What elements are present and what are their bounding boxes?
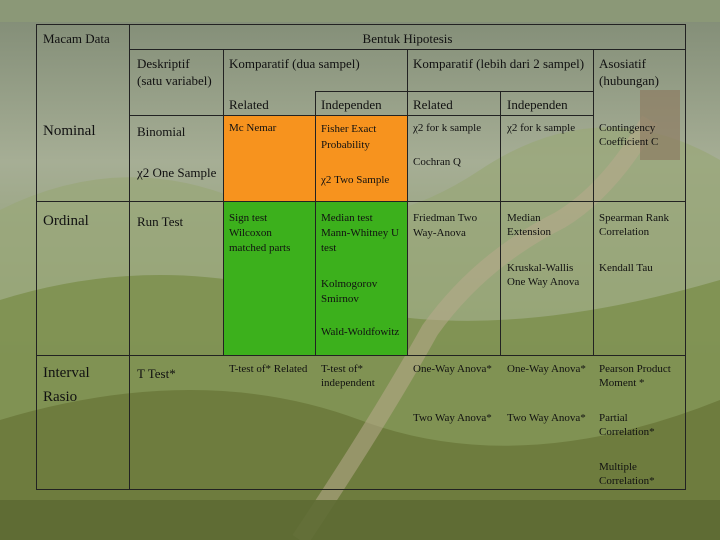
grid-line: [500, 91, 501, 355]
interval-t-related: T-test of* Related: [229, 363, 308, 375]
grid-line: [129, 25, 130, 490]
grid-line: [129, 115, 593, 116]
independen-header-1: Independen: [321, 97, 382, 112]
komparatif-lebih-header: Komparatif (lebih dari 2 sampel): [413, 56, 585, 71]
nominal-label: Nominal: [43, 123, 96, 139]
nominal-cochran-q: Cochran Q: [413, 156, 461, 168]
nominal-fisher-exact: Fisher Exact Probability: [321, 123, 377, 151]
interval-one-way-related: One-Way Anova*: [413, 363, 492, 375]
nominal-chi-two-sample: χ2 Two Sample: [321, 174, 390, 186]
interval-partial: Partial Correlation*: [599, 412, 655, 438]
ordinal-median-mann: Median test Mann-Whitney U test: [321, 212, 399, 254]
interval-two-way-related: Two Way Anova*: [413, 412, 492, 424]
nominal-contingency: Contingency Coefficient C: [599, 122, 659, 148]
ordinal-spearman: Spearman Rank Correlation: [599, 212, 669, 238]
grid-line: [315, 91, 316, 355]
ordinal-friedman: Friedman Two Way-Anova: [413, 212, 478, 239]
grid-line: [593, 49, 594, 355]
nominal-chi-k-independen: χ2 for k sample: [507, 122, 576, 134]
hypothesis-table: Macam Data Bentuk Hipotesis Deskriptif (…: [36, 24, 686, 490]
ordinal-kruskal: Kruskal-Wallis One Way Anova: [507, 262, 580, 288]
asosiatif-header: Asosiatif (hubungan): [599, 56, 659, 88]
grid-line: [315, 91, 593, 92]
related-header-1: Related: [229, 97, 269, 112]
interval-t-test: T Test*: [137, 366, 176, 381]
interval-multiple: Multiple Correlation*: [599, 461, 655, 487]
ordinal-kendall: Kendall Tau: [599, 262, 653, 274]
nominal-mc-nemar: Mc Nemar: [229, 122, 277, 134]
grid-line: [37, 201, 686, 202]
grid-line: [407, 49, 408, 355]
interval-two-way-independen: Two Way Anova*: [507, 412, 586, 424]
interval-label: Interval Rasio: [43, 365, 90, 405]
nominal-binomial: Binomial: [137, 124, 186, 139]
ordinal-sign-wilcoxon: Sign test Wilcoxon matched parts: [229, 212, 291, 254]
komparatif-dua-header: Komparatif (dua sampel): [229, 56, 360, 71]
interval-pearson: Pearson Product Moment *: [599, 363, 671, 389]
deskriptif-header: Deskriptif (satu variabel): [137, 56, 212, 88]
grid-line: [223, 49, 224, 355]
related-header-2: Related: [413, 97, 453, 112]
independen-header-2: Independen: [507, 97, 568, 112]
ordinal-wald: Wald-Woldfowitz: [321, 326, 400, 338]
grid-line: [37, 355, 686, 356]
bentuk-hipotesis-header: Bentuk Hipotesis: [362, 31, 453, 46]
nominal-chi-k-related: χ2 for k sample: [413, 122, 482, 134]
ordinal-median-extension: Median Extension: [507, 212, 551, 238]
ordinal-run-test: Run Test: [137, 214, 184, 229]
interval-t-independent: T-test of* independent: [321, 363, 375, 389]
ordinal-kolmogorov: Kolmogorov Smirnov: [321, 278, 378, 305]
interval-one-way-independen: One-Way Anova*: [507, 363, 586, 375]
nominal-chi-one-sample: χ2 One Sample: [137, 165, 217, 180]
macam-data-header: Macam Data: [43, 31, 110, 46]
ordinal-label: Ordinal: [43, 213, 89, 229]
